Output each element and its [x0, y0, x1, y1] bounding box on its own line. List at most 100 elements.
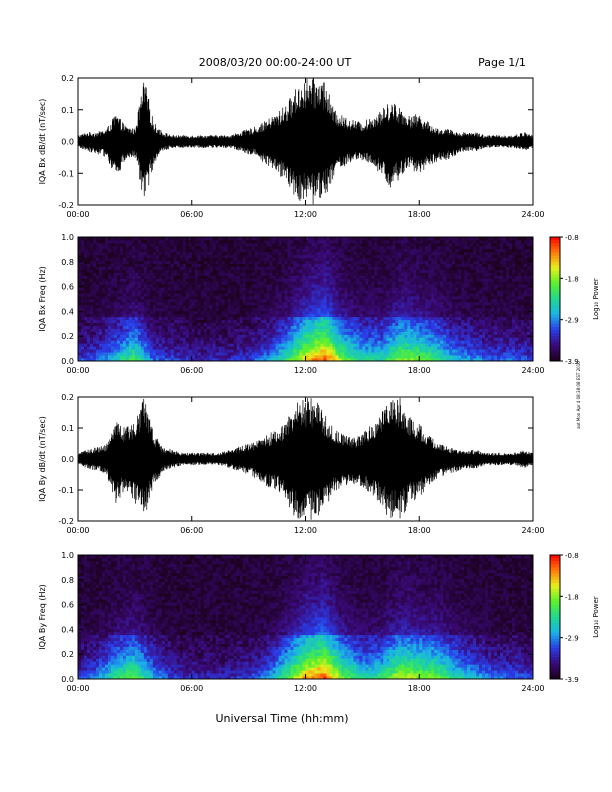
- spectrogram-cell: [110, 251, 115, 256]
- spectrogram-cell: [320, 307, 324, 312]
- spectrogram-cell: [236, 248, 241, 253]
- spectrogram-cell: [239, 248, 244, 253]
- spectrogram-cell: [395, 245, 399, 250]
- spectrogram-cell: [425, 278, 429, 282]
- spectrogram-cell: [167, 316, 172, 321]
- spectrogram-cell: [365, 355, 369, 359]
- spectrogram-cell: [113, 266, 118, 270]
- spectrogram-cell: [83, 287, 88, 291]
- spectrogram-cell: [236, 245, 241, 250]
- spectrogram-cell: [392, 269, 396, 273]
- spectrogram-cell: [263, 340, 267, 344]
- spectrogram-cell: [422, 242, 426, 247]
- spectrogram-cell: [182, 334, 187, 338]
- spectrogram-cell: [188, 269, 193, 273]
- spectrogram-cell: [233, 334, 238, 338]
- spectrogram-cell: [380, 313, 384, 318]
- spectrogram-cell: [341, 272, 345, 276]
- spectrogram-cell: [338, 242, 342, 247]
- spectrogram-cell: [281, 301, 285, 306]
- spectrogram-cell: [278, 281, 282, 285]
- spectrogram-cell: [146, 260, 151, 264]
- spectrogram-cell: [386, 263, 390, 267]
- y-axis-label: IQA Bx dB/dt (nT/sec): [38, 99, 47, 185]
- spectrogram-cell: [419, 299, 423, 303]
- spectrogram-cell: [173, 355, 178, 359]
- spectrogram-cell: [224, 316, 229, 321]
- spectrogram-cell: [308, 337, 312, 341]
- spectrogram-cell: [143, 307, 148, 312]
- spectrogram-cell: [368, 328, 372, 332]
- spectrogram-cell: [392, 322, 396, 326]
- spectrogram-cell: [263, 355, 267, 359]
- spectrogram-cell: [344, 260, 348, 264]
- spectrogram-cell: [161, 251, 166, 256]
- spectrogram-cell: [389, 296, 393, 300]
- spectrogram-cell: [344, 245, 348, 250]
- spectrogram-cell: [242, 275, 247, 279]
- spectrogram-cell: [206, 337, 211, 341]
- spectrogram-cell: [242, 343, 247, 347]
- spectrogram-cell: [164, 304, 169, 309]
- spectrogram-cell: [170, 287, 175, 291]
- spectrogram-cell: [203, 331, 208, 335]
- spectrogram-cell: [293, 245, 297, 250]
- spectrogram-cell: [86, 245, 91, 250]
- panels: 00:00 06:00 12:00 18:00 24:00-0.2-0.10.00.10…: [38, 74, 600, 693]
- spectrogram-cell: [125, 299, 130, 303]
- spectrogram-cell: [78, 237, 82, 241]
- spectrogram-cell: [194, 263, 199, 267]
- spectrogram-cell: [203, 355, 208, 359]
- spectrogram-cell: [296, 349, 300, 353]
- spectrogram-cell: [161, 242, 166, 247]
- spectrogram-cell: [236, 272, 241, 276]
- spectrogram-cell: [164, 343, 169, 347]
- spectrogram-cell: [311, 269, 315, 273]
- spectrogram-cell: [260, 272, 264, 276]
- spectrogram-cell: [227, 254, 232, 259]
- spectrogram-cell: [212, 257, 217, 262]
- spectrogram-cell: [140, 319, 145, 324]
- spectrogram-cell: [143, 358, 148, 362]
- spectrogram-cell: [95, 316, 100, 321]
- spectrogram-cell: [80, 325, 85, 329]
- spectrogram-cell: [125, 248, 130, 253]
- spectrogram-cell: [176, 245, 181, 250]
- spectrogram-cell: [212, 316, 217, 321]
- spectrogram-cell: [155, 239, 160, 244]
- spectrogram-cell: [371, 275, 375, 279]
- spectrogram-cell: [278, 245, 282, 250]
- spectrogram-cell: [173, 337, 178, 341]
- spectrogram-cell: [266, 299, 270, 303]
- spectrogram-cell: [290, 278, 294, 282]
- spectrogram-cell: [230, 257, 235, 262]
- spectrogram-cell: [173, 290, 178, 294]
- spectrogram-cell: [122, 316, 127, 321]
- spectrogram-cell: [299, 290, 303, 294]
- spectrogram-cell: [143, 352, 148, 356]
- spectrogram-cell: [401, 304, 405, 309]
- spectrogram-cell: [167, 242, 172, 247]
- spectrogram-cell: [419, 352, 423, 356]
- spectrogram-cell: [122, 237, 127, 241]
- spectrogram-cell: [260, 269, 264, 273]
- spectrogram-cell: [92, 242, 97, 247]
- spectrogram-cell: [78, 257, 82, 262]
- spectrogram-cell: [122, 328, 127, 332]
- spectrogram-cell: [269, 343, 273, 347]
- spectrogram-cell: [179, 284, 184, 288]
- spectrogram-cell: [368, 319, 372, 324]
- spectrogram-cell: [419, 331, 423, 335]
- spectrogram-cell: [110, 245, 115, 250]
- spectrogram-cell: [362, 272, 366, 276]
- spectrogram-cell: [416, 257, 420, 262]
- spectrogram-cell: [104, 248, 109, 253]
- spectrogram-cell: [407, 237, 411, 241]
- spectrogram-cell: [176, 319, 181, 324]
- spectrogram-cell: [233, 290, 238, 294]
- spectrogram-cell: [92, 334, 97, 338]
- spectrogram-cell: [215, 254, 220, 259]
- spectrogram-cell: [413, 245, 417, 250]
- spectrogram-cell: [260, 337, 264, 341]
- spectrogram-cell: [314, 284, 318, 288]
